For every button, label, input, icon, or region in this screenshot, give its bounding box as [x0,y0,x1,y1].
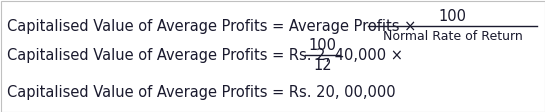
Text: 100: 100 [439,9,467,24]
Text: 100: 100 [308,38,336,53]
Text: Capitalised Value of Average Profits = Rs. 20, 00,000: Capitalised Value of Average Profits = R… [7,84,396,99]
Text: 12: 12 [313,57,332,72]
Text: Capitalised Value of Average Profits = Average Profits ×: Capitalised Value of Average Profits = A… [7,18,416,33]
Text: Normal Rate of Return: Normal Rate of Return [383,29,522,42]
Text: Capitalised Value of Average Profits = Rs. 2, 40,000 ×: Capitalised Value of Average Profits = R… [7,47,403,62]
